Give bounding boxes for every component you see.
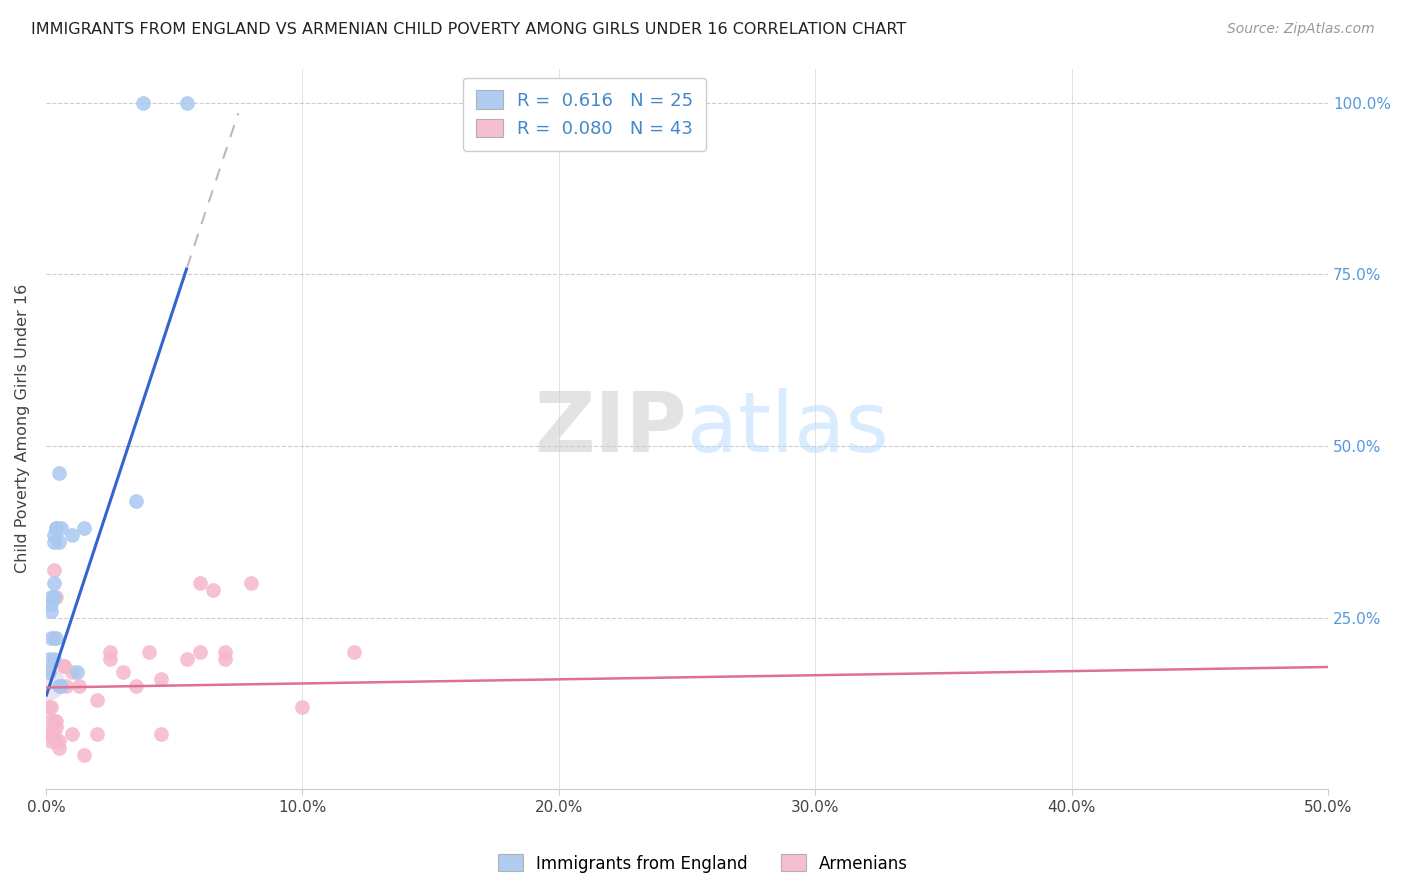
Point bbox=[38, 665, 60, 680]
Point bbox=[42, 714, 65, 728]
Point bbox=[60, 665, 83, 680]
Text: atlas: atlas bbox=[688, 388, 889, 469]
Point bbox=[291, 699, 314, 714]
Point bbox=[73, 521, 96, 535]
Point bbox=[125, 679, 148, 693]
Point bbox=[125, 494, 148, 508]
Point bbox=[150, 673, 173, 687]
Point bbox=[132, 95, 155, 110]
Point bbox=[38, 652, 60, 666]
Point bbox=[48, 679, 70, 693]
Point bbox=[38, 727, 60, 741]
Point bbox=[66, 665, 89, 680]
Text: IMMIGRANTS FROM ENGLAND VS ARMENIAN CHILD POVERTY AMONG GIRLS UNDER 16 CORRELATI: IMMIGRANTS FROM ENGLAND VS ARMENIAN CHIL… bbox=[31, 22, 907, 37]
Point bbox=[55, 679, 77, 693]
Point bbox=[39, 590, 62, 604]
Point bbox=[45, 521, 67, 535]
Point bbox=[48, 741, 70, 756]
Point bbox=[52, 658, 75, 673]
Text: ZIP: ZIP bbox=[534, 388, 688, 469]
Point bbox=[42, 562, 65, 576]
Point bbox=[214, 652, 236, 666]
Point bbox=[42, 727, 65, 741]
Point bbox=[39, 631, 62, 645]
Point bbox=[39, 734, 62, 748]
Point bbox=[98, 645, 121, 659]
Point bbox=[42, 590, 65, 604]
Y-axis label: Child Poverty Among Girls Under 16: Child Poverty Among Girls Under 16 bbox=[15, 285, 30, 574]
Point bbox=[201, 583, 224, 598]
Point bbox=[42, 590, 65, 604]
Point bbox=[37, 675, 59, 690]
Legend: R =  0.616   N = 25, R =  0.080   N = 43: R = 0.616 N = 25, R = 0.080 N = 43 bbox=[463, 78, 706, 151]
Point bbox=[39, 597, 62, 611]
Point bbox=[51, 521, 73, 535]
Point bbox=[42, 631, 65, 645]
Point bbox=[176, 95, 198, 110]
Point bbox=[51, 679, 73, 693]
Point bbox=[48, 734, 70, 748]
Point bbox=[240, 576, 263, 591]
Point bbox=[52, 658, 75, 673]
Point bbox=[38, 699, 60, 714]
Point bbox=[45, 631, 67, 645]
Point bbox=[42, 576, 65, 591]
Point bbox=[176, 652, 198, 666]
Point bbox=[39, 727, 62, 741]
Point bbox=[45, 521, 67, 535]
Point bbox=[188, 576, 211, 591]
Point bbox=[86, 693, 108, 707]
Point bbox=[188, 645, 211, 659]
Point bbox=[45, 590, 67, 604]
Point bbox=[86, 727, 108, 741]
Point bbox=[48, 467, 70, 481]
Point bbox=[73, 747, 96, 762]
Point bbox=[60, 727, 83, 741]
Point bbox=[48, 535, 70, 549]
Text: Source: ZipAtlas.com: Source: ZipAtlas.com bbox=[1227, 22, 1375, 37]
Point bbox=[42, 528, 65, 542]
Point bbox=[38, 714, 60, 728]
Point bbox=[343, 645, 366, 659]
Legend: Immigrants from England, Armenians: Immigrants from England, Armenians bbox=[491, 847, 915, 880]
Point bbox=[38, 665, 60, 680]
Point bbox=[45, 714, 67, 728]
Point bbox=[60, 528, 83, 542]
Point bbox=[214, 645, 236, 659]
Point bbox=[39, 699, 62, 714]
Point bbox=[67, 679, 90, 693]
Point bbox=[39, 604, 62, 618]
Point bbox=[45, 734, 67, 748]
Point bbox=[138, 645, 160, 659]
Point bbox=[42, 652, 65, 666]
Point bbox=[42, 535, 65, 549]
Point bbox=[111, 665, 134, 680]
Point bbox=[45, 720, 67, 734]
Point bbox=[150, 727, 173, 741]
Point bbox=[98, 652, 121, 666]
